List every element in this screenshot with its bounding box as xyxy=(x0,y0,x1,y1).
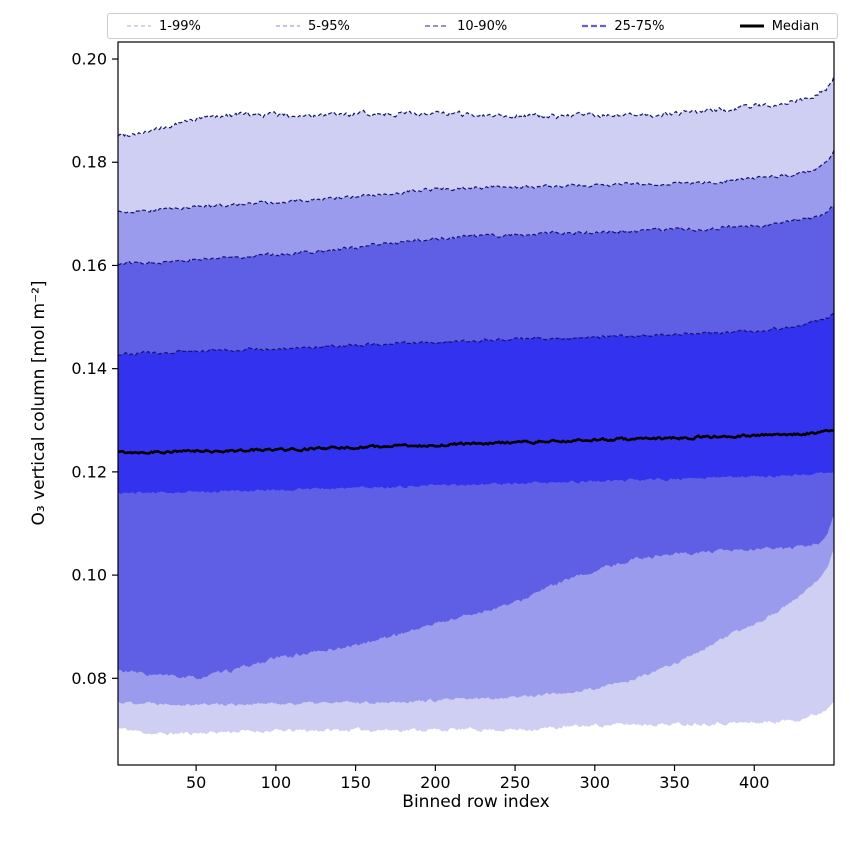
percentile-edge-p75 xyxy=(117,311,835,356)
y-tick-label: 0.14 xyxy=(71,359,107,378)
x-tick-label: 200 xyxy=(420,773,451,792)
x-tick-label: 50 xyxy=(186,773,206,792)
band-25-75 xyxy=(118,312,834,495)
x-tick-label: 100 xyxy=(261,773,292,792)
percentile-edge-p95 xyxy=(117,150,835,214)
legend-item-1-99: 1-99% xyxy=(126,19,201,34)
median-line xyxy=(117,428,835,455)
x-tick-label: 350 xyxy=(659,773,690,792)
legend-sample-10-90-icon xyxy=(425,25,450,27)
y-tick-label: 0.16 xyxy=(71,256,107,275)
percentile-edge-p90 xyxy=(117,204,835,266)
legend-label-25-75: 25-75% xyxy=(614,18,665,34)
legend-label-5-95: 5-95% xyxy=(308,18,350,34)
x-tick-label: 400 xyxy=(739,773,770,792)
legend-item-5-95: 5-95% xyxy=(275,19,350,34)
percentile-edges-layer xyxy=(117,75,835,455)
legend-item-25-75: 25-75% xyxy=(581,18,665,34)
legend-item-10-90: 10-90% xyxy=(424,19,507,34)
x-tick-label: 300 xyxy=(580,773,611,792)
legend-sample-1-99-icon xyxy=(127,25,151,27)
legend-sample-25-75-icon xyxy=(582,24,607,28)
legend-label-10-90: 10-90% xyxy=(457,18,508,34)
legend-label-median: Median xyxy=(771,18,819,34)
y-tick-label: 0.18 xyxy=(71,153,107,172)
y-tick-label: 0.20 xyxy=(71,50,107,69)
bands-layer xyxy=(118,76,834,736)
y-tick-label: 0.10 xyxy=(71,566,107,585)
y-tick-label: 0.08 xyxy=(71,669,107,688)
y-tick-label: 0.12 xyxy=(71,462,107,481)
axes-layer: 50 100 150 200 250 300 350 400 0.08 0.10 0.12 0.14 0… xyxy=(71,41,835,792)
percentile-edge-p99 xyxy=(117,75,835,138)
legend: 1-99% 5-95% 10-90% 25-75% Median xyxy=(107,13,838,39)
legend-sample-5-95-icon xyxy=(276,25,301,27)
legend-label-1-99: 1-99% xyxy=(159,18,201,34)
x-axis-label: Binned row index xyxy=(402,792,549,812)
x-tick-label: 250 xyxy=(500,773,531,792)
legend-item-median: Median xyxy=(739,19,819,34)
x-tick-label: 150 xyxy=(340,773,371,792)
y-axis-label: O₃ vertical column [mol m⁻²] xyxy=(29,280,49,525)
legend-sample-median-icon xyxy=(739,24,764,28)
